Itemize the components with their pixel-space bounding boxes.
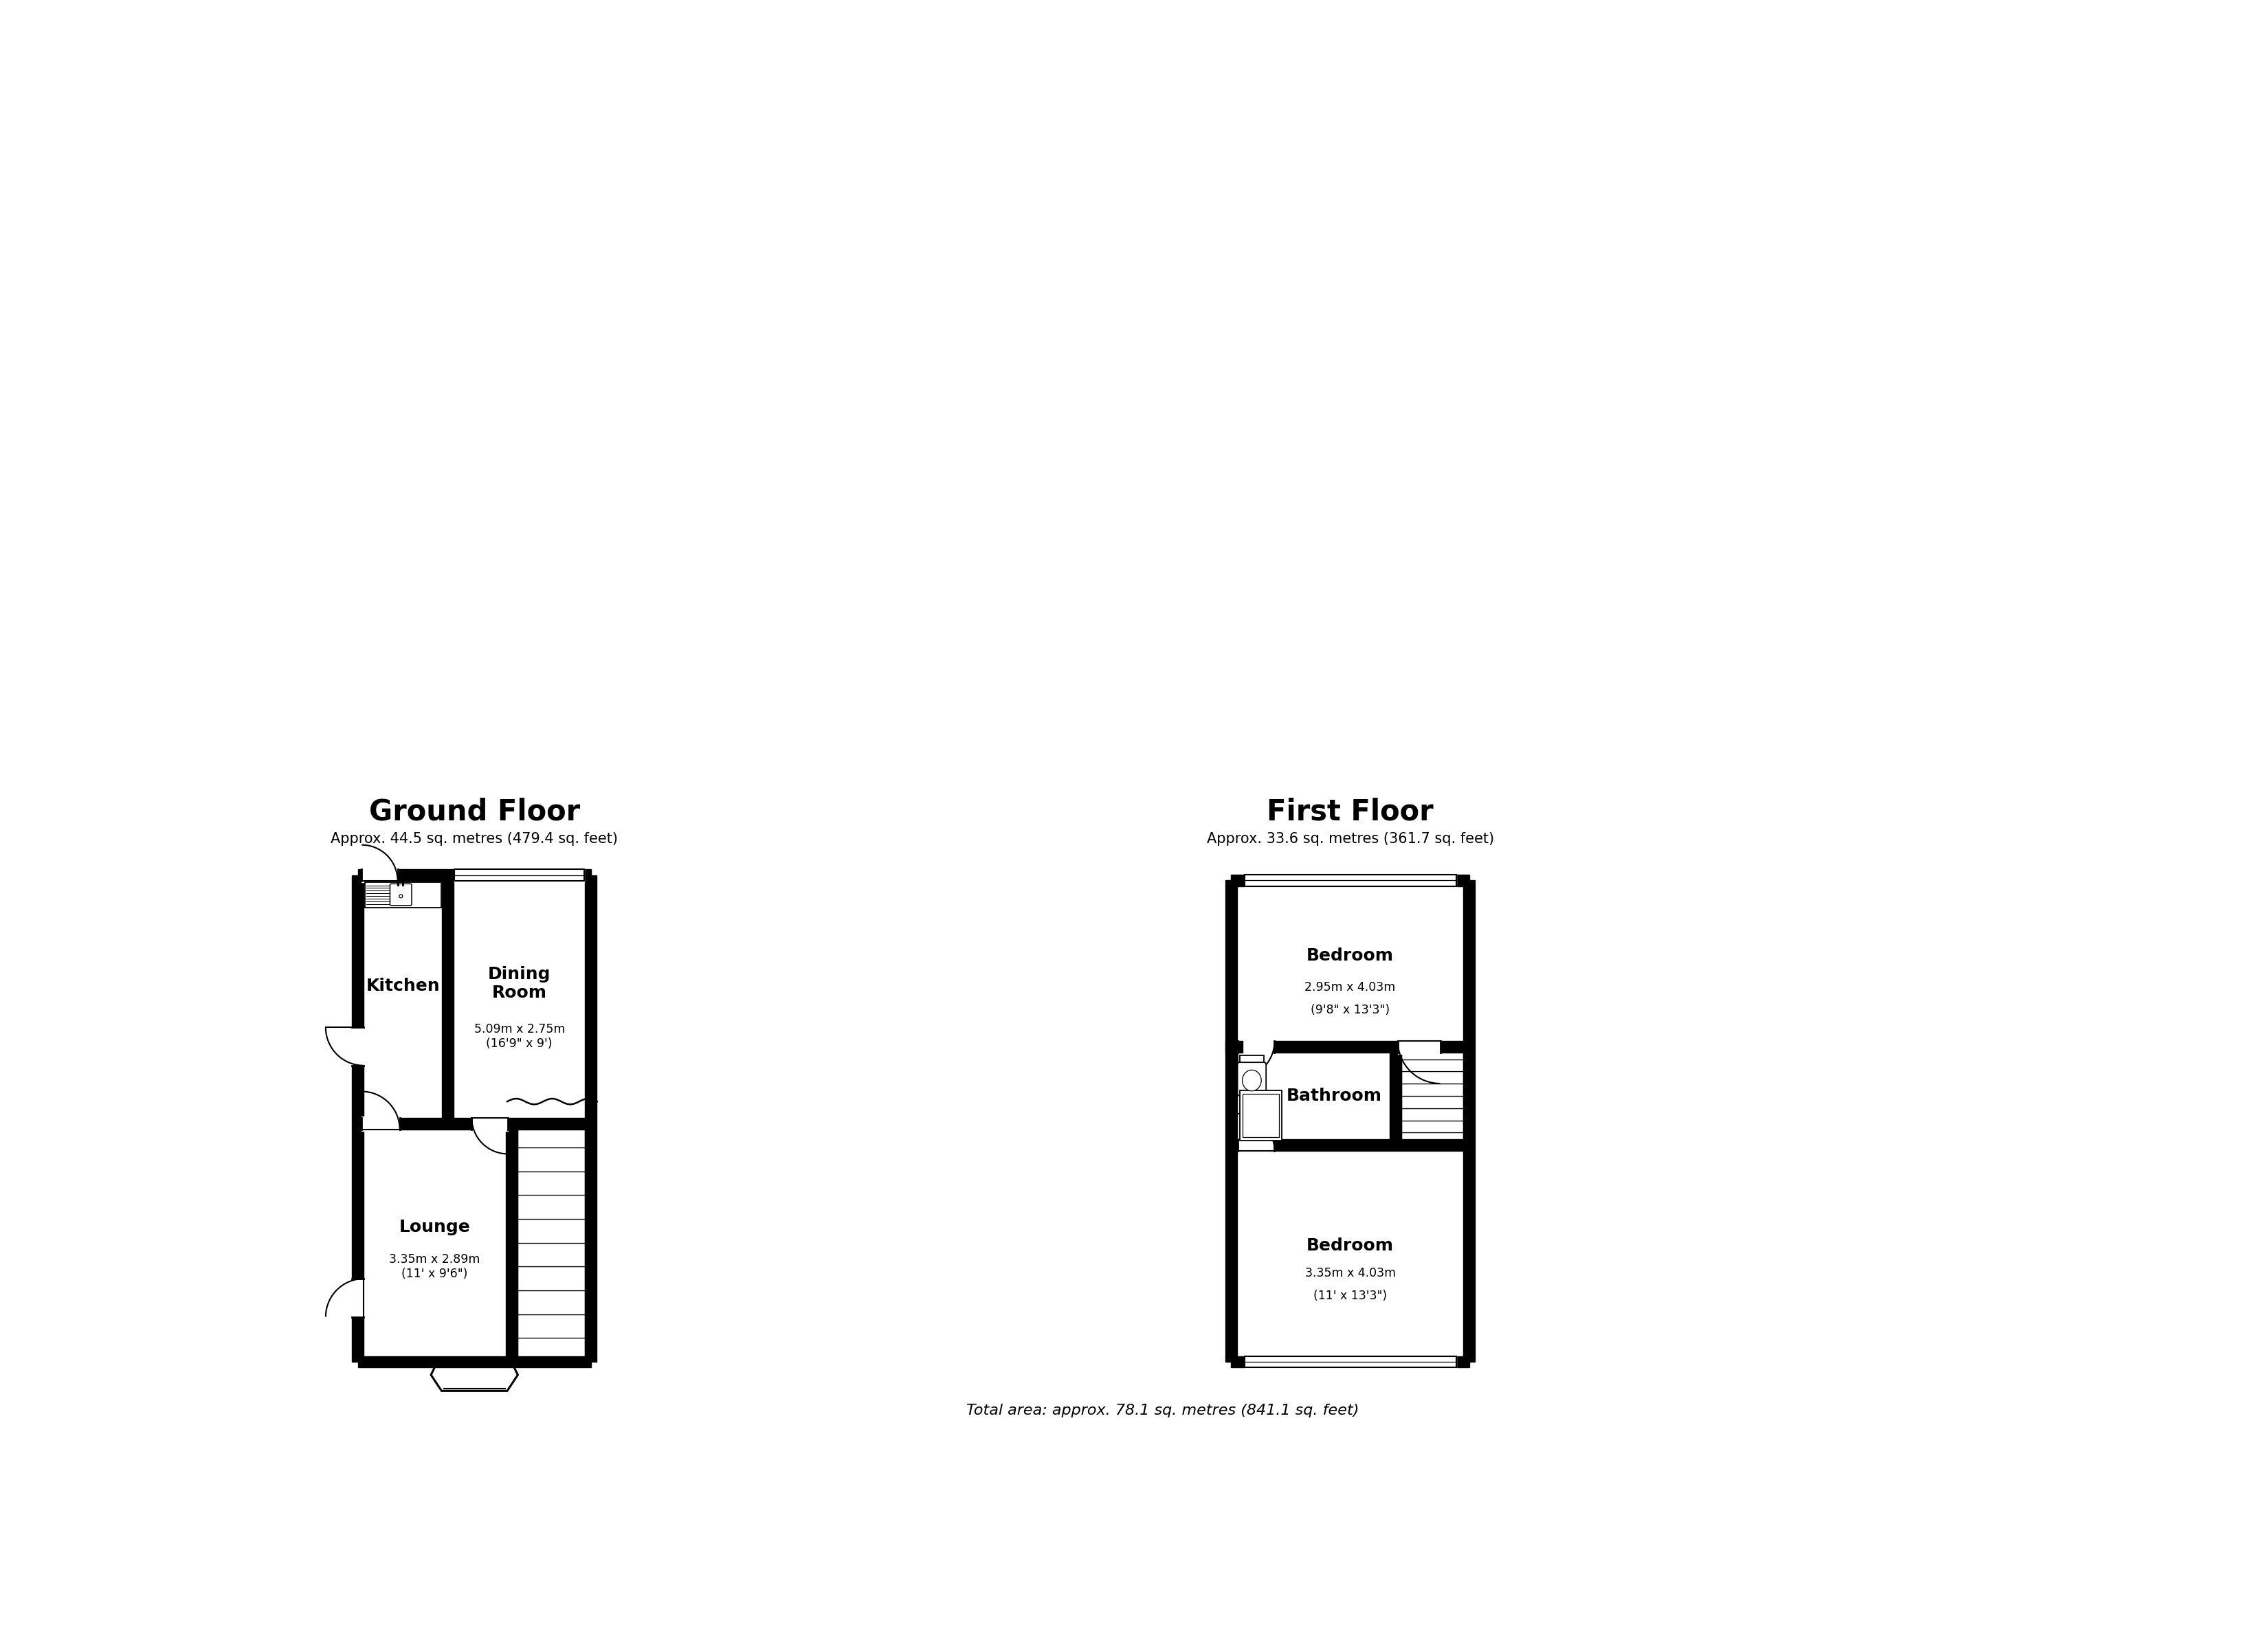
Bar [361,867,397,882]
Bar [517,1123,585,1148]
Bar [517,1266,585,1291]
Bar [1232,874,1470,886]
Bar [1225,1041,1243,1052]
Text: (11' x 13'3"): (11' x 13'3") [1313,1290,1388,1301]
Bar [358,869,590,881]
Text: Kitchen: Kitchen [365,978,440,994]
Text: Bedroom: Bedroom [1306,948,1395,965]
Bar [1245,874,1456,886]
Text: Dining
Room: Dining Room [488,966,551,1001]
Bar [1241,1055,1263,1065]
FancyBboxPatch shape [390,884,413,905]
Text: 3.35m x 2.89m
(11' x 9'6"): 3.35m x 2.89m (11' x 9'6") [390,1253,481,1280]
Bar [517,1148,585,1171]
Bar [1225,881,1236,1362]
Bar [1402,1047,1463,1059]
Bar [517,1314,585,1337]
Bar [365,882,440,907]
Bar [1402,1072,1463,1083]
Bar [585,876,596,1362]
Bar [454,867,585,882]
Circle shape [399,894,404,899]
Text: Approx. 44.5 sq. metres (479.4 sq. feet): Approx. 44.5 sq. metres (479.4 sq. feet) [331,833,617,846]
Bar [1232,1355,1470,1367]
Bar [472,1116,508,1131]
Ellipse shape [1243,1070,1261,1092]
Bar [1245,1355,1456,1369]
Text: 3.35m x 4.03m: 3.35m x 4.03m [1304,1268,1395,1280]
Text: First Floor: First Floor [1268,796,1433,826]
Text: Lounge: Lounge [399,1219,469,1235]
Bar [454,869,585,881]
Bar [1402,1120,1463,1133]
Bar [1402,1083,1463,1097]
Text: (9'8" x 13'3"): (9'8" x 13'3") [1311,1004,1390,1016]
Bar [1232,1139,1470,1151]
Bar [1232,1041,1470,1052]
Text: Approx. 33.6 sq. metres (361.7 sq. feet): Approx. 33.6 sq. metres (361.7 sq. feet) [1207,833,1495,846]
Bar [1402,1133,1463,1144]
Bar [352,1027,365,1065]
Bar [1402,1059,1463,1072]
Bar [506,1123,517,1362]
Text: Total area: approx. 78.1 sq. metres (841.1 sq. feet): Total area: approx. 78.1 sq. metres (841… [966,1403,1359,1418]
Bar [517,1219,585,1243]
Bar [1241,1090,1281,1141]
Bar [517,1243,585,1266]
Bar [1402,1097,1463,1108]
Text: Bathroom: Bathroom [1286,1088,1381,1105]
FancyBboxPatch shape [1238,1062,1266,1095]
Bar [1245,1355,1456,1367]
Bar [1390,1047,1402,1144]
Bar [442,876,454,1123]
Bar [517,1337,585,1362]
Bar [358,1118,590,1130]
Bar [517,1171,585,1196]
Bar [1245,874,1456,887]
Bar [361,1116,399,1131]
Bar [1463,881,1474,1362]
Bar [1402,1108,1463,1120]
Text: Bedroom: Bedroom [1306,1237,1395,1253]
Bar [1243,1093,1279,1136]
Text: Ground Floor: Ground Floor [370,796,581,826]
Bar [1397,1041,1440,1054]
Bar [352,876,363,1362]
Bar [1238,1138,1275,1151]
Text: 5.09m x 2.75m
(16'9" x 9'): 5.09m x 2.75m (16'9" x 9') [474,1022,565,1050]
Bar [517,1196,585,1219]
Bar [358,1355,590,1367]
Text: 2.95m x 4.03m: 2.95m x 4.03m [1304,981,1395,994]
Bar [517,1291,585,1314]
Bar [352,1278,365,1318]
Bar [1238,1041,1275,1054]
